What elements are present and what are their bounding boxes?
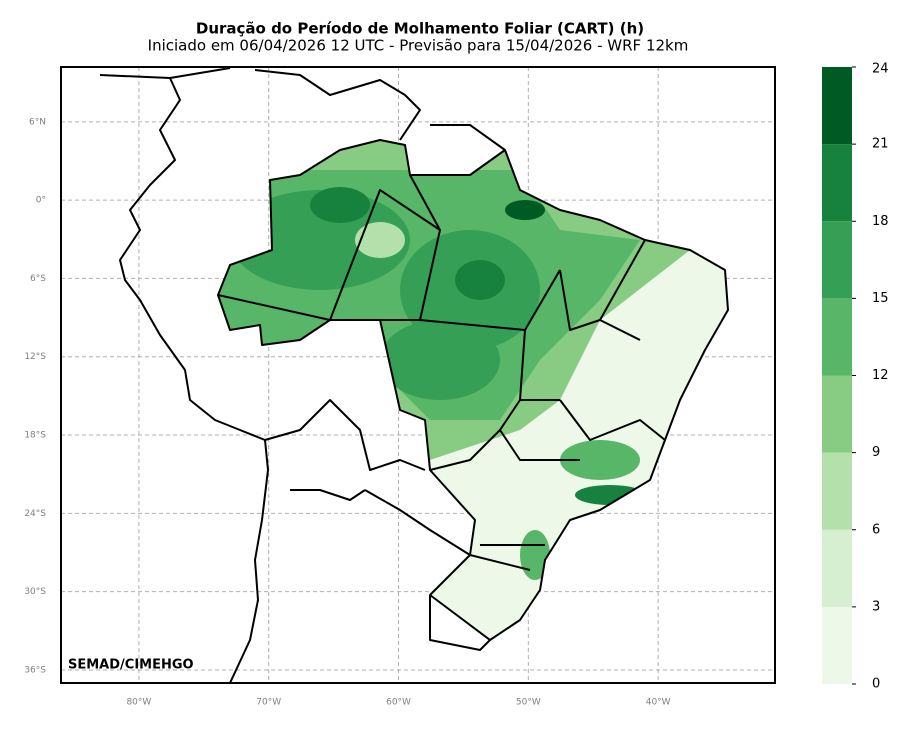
- colorbar-tick-label: 9: [872, 445, 880, 460]
- colorbar-segment: [822, 529, 852, 607]
- colorbar: 0 3 6 9 12 15 18 21 24: [822, 62, 889, 692]
- colorbar-tick-label: 6: [872, 522, 880, 537]
- x-tick-label: 70°W: [256, 698, 281, 708]
- colorbar-segment: [822, 298, 852, 376]
- x-tick-label: 60°W: [386, 698, 411, 708]
- country-borders: [169, 67, 506, 651]
- x-tick-label: 40°W: [646, 698, 671, 708]
- colorbar-tick-label: 3: [872, 599, 880, 614]
- y-tick-label: 18°S: [24, 431, 46, 441]
- colorbar-tick-label: 21: [872, 137, 889, 152]
- map-title: Duração do Período de Molhamento Foliar …: [196, 20, 644, 38]
- colorbar-segment: [822, 606, 852, 684]
- colorbar-segment: [822, 221, 852, 299]
- y-tick-label: 36°S: [24, 665, 46, 675]
- credit: SEMAD/CIMEHGO: [68, 658, 194, 673]
- colorbar-tick-label: 12: [872, 368, 889, 383]
- colorbar-segment: [822, 375, 852, 453]
- y-tick-label: 30°S: [24, 587, 46, 597]
- coastline-west: [99, 74, 269, 683]
- y-tick-label: 6°S: [30, 274, 46, 284]
- x-tick-label: 80°W: [126, 698, 151, 708]
- map-area: [99, 67, 729, 683]
- x-tick-label: 50°W: [516, 698, 541, 708]
- colorbar-tick-label: 24: [872, 62, 889, 77]
- colorbar-segment: [822, 452, 852, 530]
- y-tick-label: 0°: [36, 196, 46, 206]
- colorbar-segment: [822, 144, 852, 222]
- y-tick-label: 6°N: [29, 117, 46, 127]
- colorbar-tick-label: 0: [872, 677, 880, 692]
- state-borders: [217, 174, 666, 571]
- field: [218, 140, 728, 640]
- colorbar-segment: [822, 67, 852, 145]
- y-tick-label: 12°S: [24, 352, 46, 362]
- map-frame: [60, 66, 776, 684]
- colorbar-tick-label: 18: [872, 214, 889, 229]
- colorbar-tick-label: 15: [872, 291, 889, 306]
- map-subtitle: Iniciado em 06/04/2026 12 UTC - Previsão…: [148, 37, 689, 55]
- y-tick-label: 24°S: [24, 509, 46, 519]
